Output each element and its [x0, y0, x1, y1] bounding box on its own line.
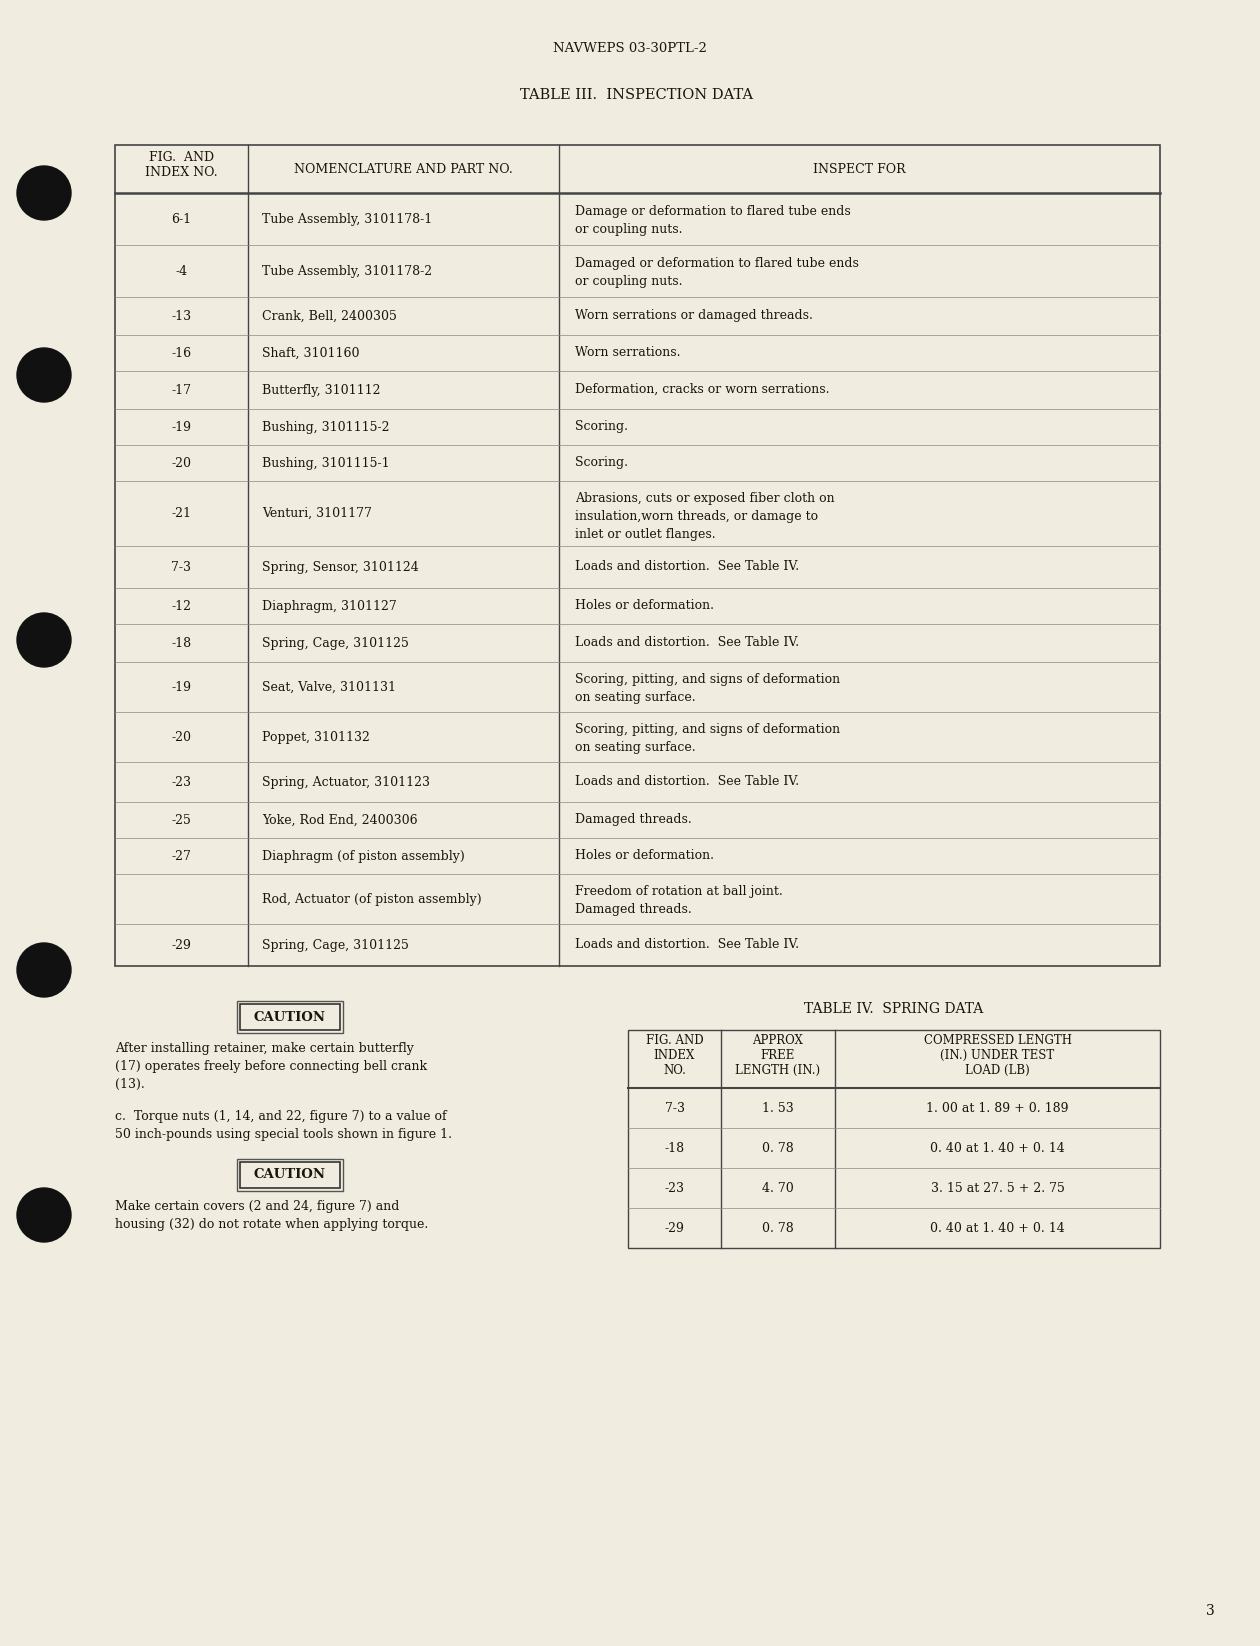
Text: 3. 15 at 27. 5 + 2. 75: 3. 15 at 27. 5 + 2. 75 [931, 1182, 1065, 1195]
Text: 0. 78: 0. 78 [762, 1221, 794, 1234]
Text: 6-1: 6-1 [171, 212, 192, 226]
Text: -27: -27 [171, 849, 192, 863]
Text: APPROX
FREE
LENGTH (IN.): APPROX FREE LENGTH (IN.) [736, 1034, 820, 1076]
Text: -21: -21 [171, 507, 192, 520]
Text: INSPECT FOR: INSPECT FOR [813, 163, 906, 176]
Text: -16: -16 [171, 347, 192, 359]
Text: 4. 70: 4. 70 [762, 1182, 794, 1195]
Text: Bushing, 3101115-2: Bushing, 3101115-2 [262, 420, 389, 433]
Text: CAUTION: CAUTION [255, 1011, 326, 1024]
Text: -12: -12 [171, 599, 192, 612]
Text: 0. 40 at 1. 40 + 0. 14: 0. 40 at 1. 40 + 0. 14 [930, 1141, 1065, 1154]
Text: COMPRESSED LENGTH
(IN.) UNDER TEST
LOAD (LB): COMPRESSED LENGTH (IN.) UNDER TEST LOAD … [924, 1034, 1071, 1076]
Text: Diaphragm (of piston assembly): Diaphragm (of piston assembly) [262, 849, 465, 863]
Text: Scoring, pitting, and signs of deformation
on seating surface.: Scoring, pitting, and signs of deformati… [575, 673, 840, 703]
Text: NAVWEPS 03-30PTL-2: NAVWEPS 03-30PTL-2 [553, 43, 707, 54]
Circle shape [16, 612, 71, 667]
Text: Abrasions, cuts or exposed fiber cloth on
insulation,worn threads, or damage to
: Abrasions, cuts or exposed fiber cloth o… [575, 492, 834, 542]
Text: Deformation, cracks or worn serrations.: Deformation, cracks or worn serrations. [575, 384, 829, 395]
Text: TABLE III.  INSPECTION DATA: TABLE III. INSPECTION DATA [520, 87, 753, 102]
Text: -17: -17 [171, 384, 192, 397]
Text: Scoring.: Scoring. [575, 456, 627, 469]
Text: -29: -29 [171, 938, 192, 951]
Text: -29: -29 [664, 1221, 684, 1234]
Text: -18: -18 [171, 637, 192, 650]
Text: Spring, Cage, 3101125: Spring, Cage, 3101125 [262, 938, 410, 951]
Text: 1. 53: 1. 53 [762, 1101, 794, 1114]
Text: Diaphragm, 3101127: Diaphragm, 3101127 [262, 599, 397, 612]
Circle shape [16, 943, 71, 997]
Text: Yoke, Rod End, 2400306: Yoke, Rod End, 2400306 [262, 813, 417, 826]
Text: Freedom of rotation at ball joint.
Damaged threads.: Freedom of rotation at ball joint. Damag… [575, 884, 782, 915]
Text: Spring, Sensor, 3101124: Spring, Sensor, 3101124 [262, 561, 418, 573]
Text: Worn serrations or damaged threads.: Worn serrations or damaged threads. [575, 309, 813, 321]
Text: c.  Torque nuts (1, 14, and 22, figure 7) to a value of
50 inch-pounds using spe: c. Torque nuts (1, 14, and 22, figure 7)… [115, 1109, 452, 1141]
Text: Seat, Valve, 3101131: Seat, Valve, 3101131 [262, 680, 396, 693]
Text: Scoring, pitting, and signs of deformation
on seating surface.: Scoring, pitting, and signs of deformati… [575, 723, 840, 754]
Bar [115, 145, 1160, 966]
Text: Holes or deformation.: Holes or deformation. [575, 599, 714, 612]
Text: Bushing, 3101115-1: Bushing, 3101115-1 [262, 456, 389, 469]
Text: FIG. AND
INDEX
NO.: FIG. AND INDEX NO. [645, 1034, 703, 1076]
Text: Loads and distortion.  See Table IV.: Loads and distortion. See Table IV. [575, 635, 799, 649]
Circle shape [16, 166, 71, 221]
Text: Rod, Actuator (of piston assembly): Rod, Actuator (of piston assembly) [262, 892, 481, 905]
Text: NOMENCLATURE AND PART NO.: NOMENCLATURE AND PART NO. [294, 163, 513, 176]
Text: Spring, Actuator, 3101123: Spring, Actuator, 3101123 [262, 775, 430, 788]
Text: 0. 78: 0. 78 [762, 1141, 794, 1154]
Text: Butterfly, 3101112: Butterfly, 3101112 [262, 384, 381, 397]
Text: Spring, Cage, 3101125: Spring, Cage, 3101125 [262, 637, 410, 650]
Text: -23: -23 [664, 1182, 684, 1195]
Text: -13: -13 [171, 309, 192, 323]
Bar [239, 1162, 340, 1188]
Text: 7-3: 7-3 [171, 561, 192, 573]
Text: 0. 40 at 1. 40 + 0. 14: 0. 40 at 1. 40 + 0. 14 [930, 1221, 1065, 1234]
Text: 1. 00 at 1. 89 + 0. 189: 1. 00 at 1. 89 + 0. 189 [926, 1101, 1068, 1114]
Bar [239, 1004, 340, 1030]
Text: Venturi, 3101177: Venturi, 3101177 [262, 507, 372, 520]
Text: Loads and distortion.  See Table IV.: Loads and distortion. See Table IV. [575, 775, 799, 788]
Text: Make certain covers (2 and 24, figure 7) and
housing (32) do not rotate when app: Make certain covers (2 and 24, figure 7)… [115, 1200, 428, 1231]
Text: Holes or deformation.: Holes or deformation. [575, 849, 714, 863]
Text: Worn serrations.: Worn serrations. [575, 346, 680, 359]
Text: -20: -20 [171, 731, 192, 744]
Text: 7-3: 7-3 [664, 1101, 684, 1114]
Text: Poppet, 3101132: Poppet, 3101132 [262, 731, 370, 744]
Text: Loads and distortion.  See Table IV.: Loads and distortion. See Table IV. [575, 560, 799, 573]
Text: Damaged or deformation to flared tube ends
or coupling nuts.: Damaged or deformation to flared tube en… [575, 257, 859, 288]
Bar [237, 1001, 343, 1034]
Text: Crank, Bell, 2400305: Crank, Bell, 2400305 [262, 309, 397, 323]
Text: Damage or deformation to flared tube ends
or coupling nuts.: Damage or deformation to flared tube end… [575, 204, 851, 235]
Text: Shaft, 3101160: Shaft, 3101160 [262, 347, 359, 359]
Text: Loads and distortion.  See Table IV.: Loads and distortion. See Table IV. [575, 938, 799, 951]
Text: -19: -19 [171, 420, 192, 433]
Text: -4: -4 [175, 265, 188, 278]
Text: -25: -25 [171, 813, 192, 826]
Text: After installing retainer, make certain butterfly
(17) operates freely before co: After installing retainer, make certain … [115, 1042, 427, 1091]
Text: TABLE IV.  SPRING DATA: TABLE IV. SPRING DATA [804, 1002, 984, 1016]
Text: Scoring.: Scoring. [575, 420, 627, 433]
Text: -20: -20 [171, 456, 192, 469]
Text: 3: 3 [1206, 1603, 1215, 1618]
Text: -19: -19 [171, 680, 192, 693]
Text: Damaged threads.: Damaged threads. [575, 813, 692, 826]
Circle shape [16, 347, 71, 402]
Bar [237, 1159, 343, 1192]
Text: Tube Assembly, 3101178-1: Tube Assembly, 3101178-1 [262, 212, 432, 226]
Bar [627, 1030, 1160, 1248]
Text: -23: -23 [171, 775, 192, 788]
Text: CAUTION: CAUTION [255, 1169, 326, 1182]
Text: -18: -18 [664, 1141, 684, 1154]
Circle shape [16, 1188, 71, 1243]
Text: FIG.  AND
INDEX NO.: FIG. AND INDEX NO. [145, 151, 218, 179]
Text: Tube Assembly, 3101178-2: Tube Assembly, 3101178-2 [262, 265, 432, 278]
